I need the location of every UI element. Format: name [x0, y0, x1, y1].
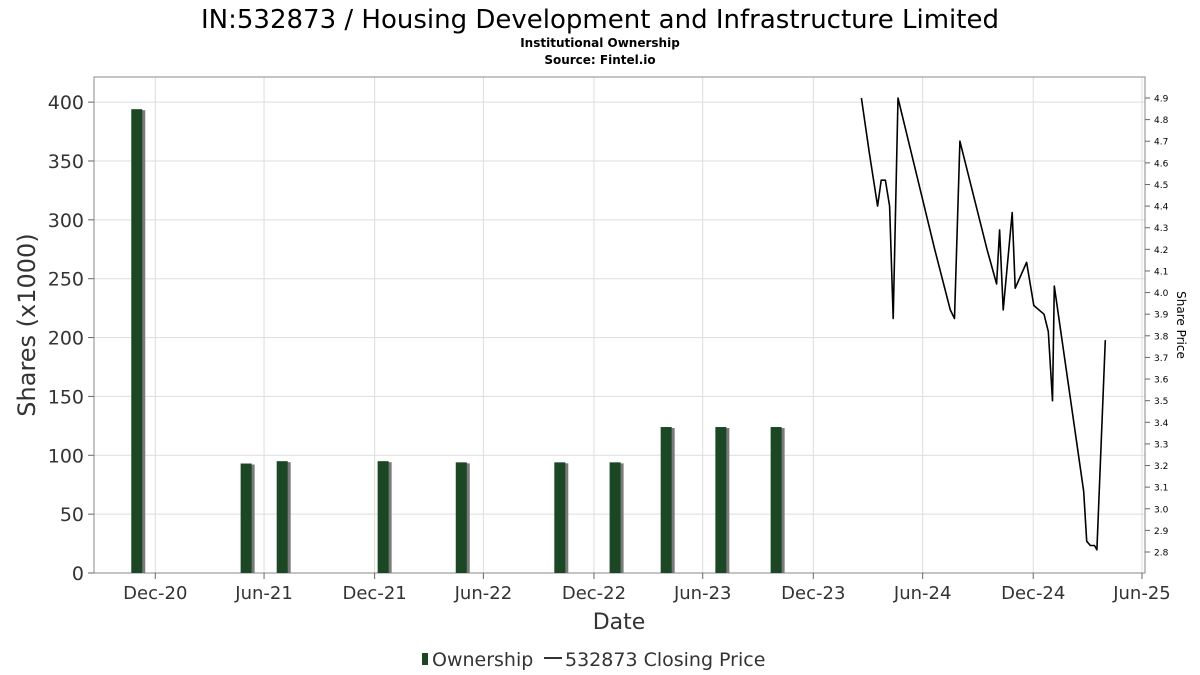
y2-tick-label: 2.9: [1154, 527, 1169, 537]
y2-axis-label: Share Price: [1174, 291, 1188, 359]
y2-tick-label: 3.4: [1154, 419, 1169, 429]
ownership-bar: [131, 109, 143, 573]
x-tick-label: Jun-22: [454, 583, 513, 604]
y2-tick-label: 3.1: [1154, 484, 1168, 494]
ownership-bar: [455, 462, 467, 573]
x-tick-label: Jun-24: [893, 583, 952, 604]
y-tick-label: 50: [60, 504, 84, 526]
ownership-bar: [609, 462, 621, 573]
y2-tick-label: 3.2: [1154, 462, 1168, 472]
y-tick-label: 400: [48, 92, 84, 114]
y2-tick-label: 3.6: [1154, 376, 1169, 386]
x-tick-label: Jun-25: [1112, 583, 1171, 604]
y-tick-label: 250: [48, 269, 84, 291]
ownership-bar: [660, 427, 672, 573]
y2-tick-label: 3.9: [1154, 311, 1169, 321]
ownership-bar: [276, 461, 288, 573]
ownership-bar: [554, 462, 566, 573]
y-tick-label: 100: [48, 445, 84, 467]
y2-tick-label: 3.5: [1154, 397, 1168, 407]
legend: Ownership 532873 Closing Price: [422, 649, 765, 671]
x-tick-label: Dec-23: [781, 583, 845, 604]
y-axis-label: Shares (x1000): [13, 233, 41, 416]
chart-title: IN:532873 / Housing Development and Infr…: [201, 5, 999, 35]
ownership-bar: [715, 427, 727, 573]
price-line: [860, 97, 1107, 551]
x-tick-label: Jun-21: [234, 583, 293, 604]
y2-axis-ticks: 2.8 2.9 3.0 3.1 3.2 3.3 3.4 3.5 3.6 3.7 3.8 3.9 4.0 4…: [1145, 95, 1169, 559]
y2-tick-label: 4.0: [1154, 289, 1169, 299]
legend-ownership-label: Ownership: [432, 649, 533, 671]
y-tick-label: 300: [48, 210, 84, 232]
y-tick-label: 200: [48, 328, 84, 350]
legend-price-label: 532873 Closing Price: [565, 649, 765, 671]
x-tick-label: Dec-22: [562, 583, 626, 604]
chart-source: Source: Fintel.io: [544, 53, 655, 67]
y2-tick-label: 4.6: [1154, 159, 1169, 169]
x-tick-label: Dec-20: [123, 583, 187, 604]
y-axis-ticks: 0 50 100 150 200 250 300 350 400: [48, 92, 94, 585]
ownership-bar: [240, 463, 252, 573]
chart-subtitle: Institutional Ownership: [520, 36, 680, 50]
ownership-bar: [770, 427, 782, 573]
y2-tick-label: 4.4: [1154, 203, 1169, 213]
price-line-group: [860, 97, 1107, 551]
y2-tick-label: 3.7: [1154, 354, 1168, 364]
y2-tick-label: 3.8: [1154, 332, 1169, 342]
y2-tick-label: 4.8: [1154, 116, 1169, 126]
y2-tick-label: 3.3: [1154, 440, 1168, 450]
legend-ownership-swatch: [422, 653, 428, 665]
y2-tick-label: 3.0: [1154, 505, 1169, 515]
x-tick-label: Jun-23: [673, 583, 732, 604]
x-tick-label: Dec-24: [1001, 583, 1065, 604]
y2-tick-label: 4.9: [1154, 95, 1169, 105]
y2-tick-label: 4.2: [1154, 246, 1168, 256]
x-axis-label: Date: [593, 610, 646, 635]
ownership-bars: [131, 109, 785, 573]
y2-tick-label: 4.3: [1154, 224, 1168, 234]
x-tick-label: Dec-21: [343, 583, 407, 604]
y2-tick-label: 2.8: [1154, 549, 1169, 559]
y2-tick-label: 4.5: [1154, 181, 1168, 191]
y-tick-label: 0: [72, 563, 84, 585]
y2-tick-label: 4.1: [1154, 267, 1168, 277]
x-axis-ticks: Dec-20 Jun-21 Dec-21 Jun-22 Dec-22 Jun-23 Dec-…: [123, 573, 1171, 604]
y-tick-label: 350: [48, 151, 84, 173]
y2-tick-label: 4.7: [1154, 138, 1168, 148]
y-tick-label: 150: [48, 386, 84, 408]
ownership-bar: [377, 461, 389, 573]
